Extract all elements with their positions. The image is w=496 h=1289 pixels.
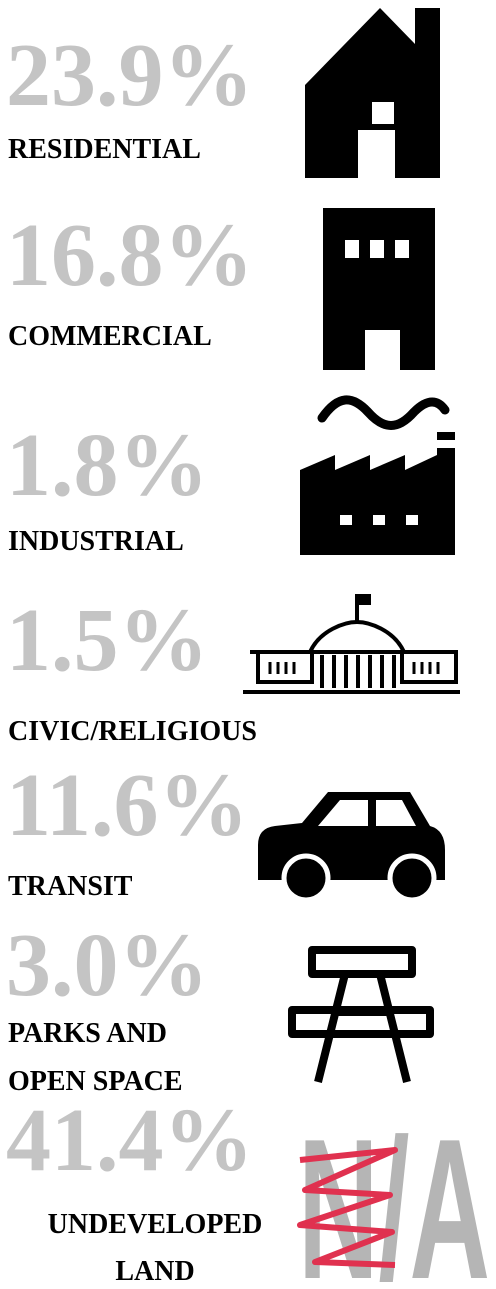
category-label: UNDEVELOPED <box>48 1209 263 1240</box>
car-icon <box>258 792 445 903</box>
category-label: LAND <box>115 1256 194 1287</box>
percent: 16.8% <box>6 206 254 305</box>
picnic-table-icon <box>288 946 434 1083</box>
category-label: RESIDENTIAL <box>8 134 201 165</box>
category-label: PARKS AND <box>8 1018 167 1049</box>
percent: 3.0% <box>6 916 209 1015</box>
building-icon <box>323 208 435 370</box>
house-icon <box>305 8 440 178</box>
percent: 41.4% <box>6 1091 254 1190</box>
scribble <box>297 1147 398 1268</box>
category-label: COMMERCIAL <box>8 321 212 352</box>
percent: 23.9% <box>6 26 254 125</box>
category-label: CIVIC/RELIGIOUS <box>8 716 257 747</box>
category-label: OPEN SPACE <box>8 1066 183 1097</box>
percent: 1.8% <box>6 416 209 515</box>
category-label: TRANSIT <box>8 871 133 902</box>
percent: 11.6% <box>6 756 249 855</box>
category-label: INDUSTRIAL <box>8 526 184 557</box>
percent: 1.5% <box>6 591 209 690</box>
capitol-icon <box>243 594 460 694</box>
factory-icon <box>300 395 455 555</box>
